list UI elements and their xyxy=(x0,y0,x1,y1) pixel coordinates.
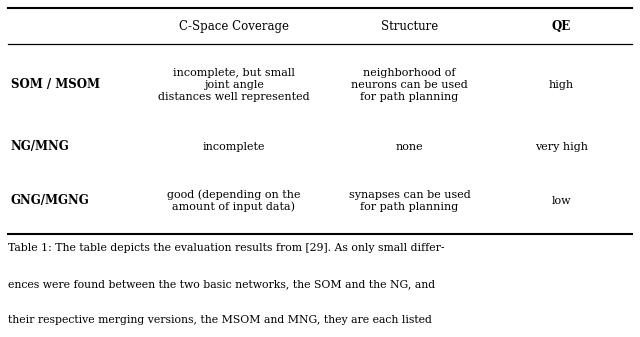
Text: Table 1: The table depicts the evaluation results from [29]. As only small diffe: Table 1: The table depicts the evaluatio… xyxy=(8,243,444,253)
Text: GNG/MGNG: GNG/MGNG xyxy=(11,194,90,208)
Text: none: none xyxy=(396,142,424,152)
Text: synapses can be used
for path planning: synapses can be used for path planning xyxy=(349,190,470,212)
Text: ences were found between the two basic networks, the SOM and the NG, and: ences were found between the two basic n… xyxy=(8,279,435,289)
Text: SOM / MSOM: SOM / MSOM xyxy=(11,79,100,91)
Text: good (depending on the
amount of input data): good (depending on the amount of input d… xyxy=(167,189,300,212)
Text: their respective merging versions, the MSOM and MNG, they are each listed: their respective merging versions, the M… xyxy=(8,315,431,326)
Text: high: high xyxy=(549,80,574,90)
Text: NG/MNG: NG/MNG xyxy=(11,140,70,153)
Text: neighborhood of
neurons can be used
for path planning: neighborhood of neurons can be used for … xyxy=(351,68,468,101)
Text: very high: very high xyxy=(535,142,588,152)
Text: incomplete, but small
joint angle
distances well represented: incomplete, but small joint angle distan… xyxy=(158,68,309,101)
Text: C-Space Coverage: C-Space Coverage xyxy=(179,20,289,33)
Text: QE: QE xyxy=(552,20,572,33)
Text: low: low xyxy=(552,196,572,206)
Text: incomplete: incomplete xyxy=(202,142,265,152)
Text: Structure: Structure xyxy=(381,20,438,33)
